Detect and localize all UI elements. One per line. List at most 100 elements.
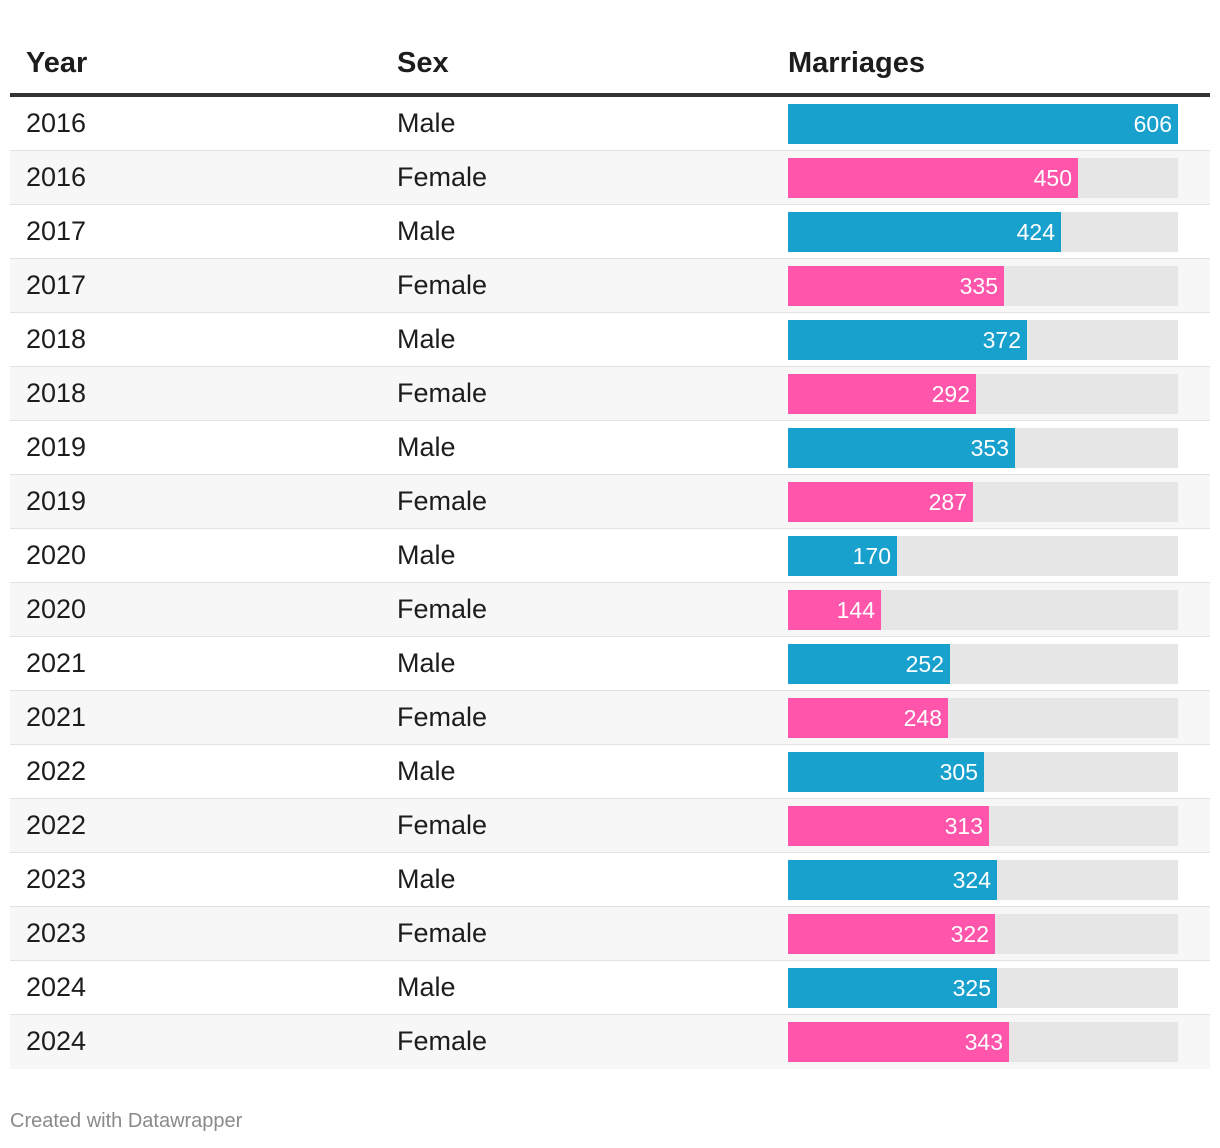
cell-year: 2021 (26, 648, 87, 678)
bar-value-label: 324 (952, 867, 991, 893)
table-row: 2021 Female 248 (10, 691, 1210, 745)
datawrapper-credit[interactable]: Created with Datawrapper (10, 1110, 243, 1132)
table-row: 2024 Male 325 (10, 961, 1210, 1015)
bar-value-label: 325 (952, 975, 991, 1001)
table-row: 2018 Female 292 (10, 367, 1210, 421)
bar-track: 372 (788, 320, 1178, 360)
table-row: 2023 Female 322 (10, 907, 1210, 961)
cell-year: 2018 (26, 378, 87, 408)
marriages-table: Year Sex Marriages 2016 Male 606 2016 Female… (10, 30, 1210, 1069)
bar-female-2024 (788, 1022, 1009, 1062)
bar-male-2020 (788, 536, 897, 576)
bar-value-label: 372 (982, 327, 1021, 353)
cell-sex: Male (397, 432, 456, 462)
bar-value-label: 450 (1033, 165, 1072, 191)
cell-sex: Female (397, 810, 488, 840)
cell-year: 2024 (26, 1026, 87, 1056)
bar-male-2018 (788, 320, 1027, 360)
bar-value-label: 335 (959, 273, 998, 299)
cell-year: 2017 (26, 216, 87, 246)
table-row: 2022 Male 305 (10, 745, 1210, 799)
column-header-sex[interactable]: Sex (397, 47, 449, 79)
cell-year: 2016 (26, 108, 87, 138)
cell-sex: Female (397, 486, 488, 516)
bar-track: 170 (788, 536, 1178, 576)
bar-track: 144 (788, 590, 1178, 630)
cell-sex: Female (397, 702, 488, 732)
bar-track: 322 (788, 914, 1178, 954)
bar-value-label: 144 (836, 597, 875, 623)
bar-value-label: 322 (950, 921, 989, 947)
bar-track: 287 (788, 482, 1178, 522)
bar-track: 248 (788, 698, 1178, 738)
table-row: 2016 Male 606 (10, 97, 1210, 151)
bar-male-2022 (788, 752, 984, 792)
bar-male-2021 (788, 644, 950, 684)
column-header-marriages[interactable]: Marriages (788, 47, 926, 79)
table-body: 2016 Male 606 2016 Female 450 2017 Male 424 2017 F… (10, 97, 1210, 1069)
table-row: 2021 Male 252 (10, 637, 1210, 691)
column-header-year[interactable]: Year (26, 47, 88, 79)
bar-value-label: 305 (939, 759, 978, 785)
bar-male-2016 (788, 104, 1178, 144)
bar-track: 252 (788, 644, 1178, 684)
cell-year: 2023 (26, 918, 87, 948)
cell-sex: Female (397, 162, 488, 192)
bar-track: 335 (788, 266, 1178, 306)
bar-track: 292 (788, 374, 1178, 414)
bar-male-2017 (788, 212, 1061, 252)
bar-value-label: 252 (905, 651, 944, 677)
bar-male-2024 (788, 968, 997, 1008)
bar-value-label: 606 (1133, 111, 1172, 137)
cell-sex: Male (397, 756, 456, 786)
table-row: 2017 Male 424 (10, 205, 1210, 259)
bar-value-label: 287 (928, 489, 967, 515)
bar-value-label: 248 (903, 705, 942, 731)
table-row: 2024 Female 343 (10, 1015, 1210, 1069)
bar-track: 353 (788, 428, 1178, 468)
bar-female-2018 (788, 374, 976, 414)
cell-year: 2019 (26, 486, 87, 516)
cell-sex: Male (397, 324, 456, 354)
table-row: 2023 Male 324 (10, 853, 1210, 907)
bar-female-2016 (788, 158, 1078, 198)
cell-year: 2019 (26, 432, 87, 462)
table-row: 2017 Female 335 (10, 259, 1210, 313)
bar-value-label: 170 (852, 543, 891, 569)
bar-value-label: 424 (1016, 219, 1055, 245)
cell-year: 2023 (26, 864, 87, 894)
table-row: 2019 Female 287 (10, 475, 1210, 529)
bar-value-label: 343 (964, 1029, 1003, 1055)
cell-sex: Female (397, 270, 488, 300)
bar-female-2019 (788, 482, 973, 522)
cell-year: 2016 (26, 162, 87, 192)
cell-year: 2022 (26, 756, 87, 786)
bar-male-2023 (788, 860, 997, 900)
cell-year: 2020 (26, 594, 87, 624)
bar-track: 313 (788, 806, 1178, 846)
bar-female-2022 (788, 806, 989, 846)
cell-year: 2024 (26, 972, 87, 1002)
table-row: 2022 Female 313 (10, 799, 1210, 853)
table-row: 2018 Male 372 (10, 313, 1210, 367)
bar-track: 325 (788, 968, 1178, 1008)
cell-year: 2021 (26, 702, 87, 732)
bar-female-2020 (788, 590, 881, 630)
bar-track: 424 (788, 212, 1178, 252)
table-row: 2020 Female 144 (10, 583, 1210, 637)
cell-sex: Male (397, 540, 456, 570)
cell-year: 2018 (26, 324, 87, 354)
table-header: Year Sex Marriages (10, 30, 1210, 97)
cell-sex: Female (397, 918, 488, 948)
bar-female-2017 (788, 266, 1004, 306)
bar-male-2019 (788, 428, 1015, 468)
cell-sex: Male (397, 648, 456, 678)
bar-value-label: 353 (970, 435, 1009, 461)
cell-sex: Male (397, 864, 456, 894)
cell-sex: Female (397, 378, 488, 408)
bar-female-2023 (788, 914, 995, 954)
bar-track: 450 (788, 158, 1178, 198)
bar-track: 324 (788, 860, 1178, 900)
cell-year: 2017 (26, 270, 87, 300)
cell-sex: Male (397, 972, 456, 1002)
